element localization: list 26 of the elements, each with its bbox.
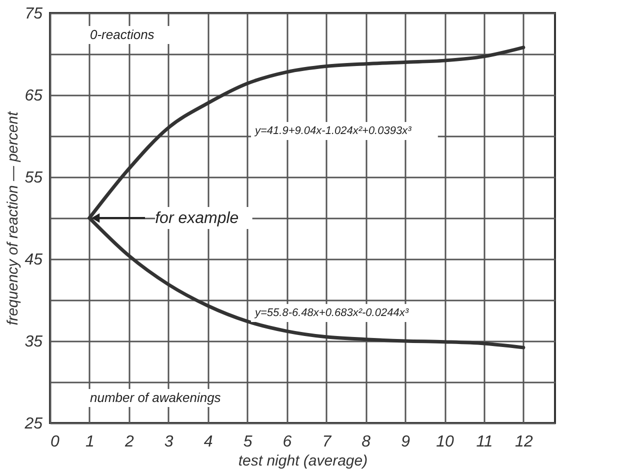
y-tick-label: 65 (24, 88, 43, 104)
x-tick-label: 5 (243, 434, 252, 450)
annotation: for example (155, 210, 239, 227)
x-axis-title: test night (average) (238, 452, 368, 470)
x-tick-label: 3 (164, 434, 174, 450)
x-tick-label: 6 (282, 434, 292, 450)
y-tick-label: 55 (24, 170, 43, 186)
annotation: number of awakenings (90, 390, 222, 405)
y-tick-label: 25 (24, 416, 43, 432)
y-tick-label: 45 (24, 252, 43, 268)
y-axis-title: frequency of reaction — percent (4, 110, 22, 326)
x-tick-label: 8 (362, 434, 371, 450)
x-tick-label: 1 (86, 434, 94, 450)
y-tick-label: 75 (24, 6, 43, 22)
y-tick-label: 35 (24, 334, 43, 350)
annotation: y=55.8-6.48x+0.683x²-0.0244x³ (254, 307, 409, 319)
annotation: y=41.9+9.04x-1.024x²+0.0393x³ (254, 125, 412, 137)
x-tick-label: 11 (476, 434, 493, 450)
x-tick-label: 2 (124, 434, 134, 450)
annotation: 0-reactions (90, 27, 155, 42)
x-tick-label: 10 (436, 434, 454, 450)
x-tick-label: 0 (50, 434, 60, 450)
x-tick-label: 12 (515, 434, 533, 450)
x-tick-label: 9 (401, 434, 410, 450)
x-tick-label: 7 (322, 434, 332, 450)
x-tick-label: 4 (204, 434, 213, 450)
